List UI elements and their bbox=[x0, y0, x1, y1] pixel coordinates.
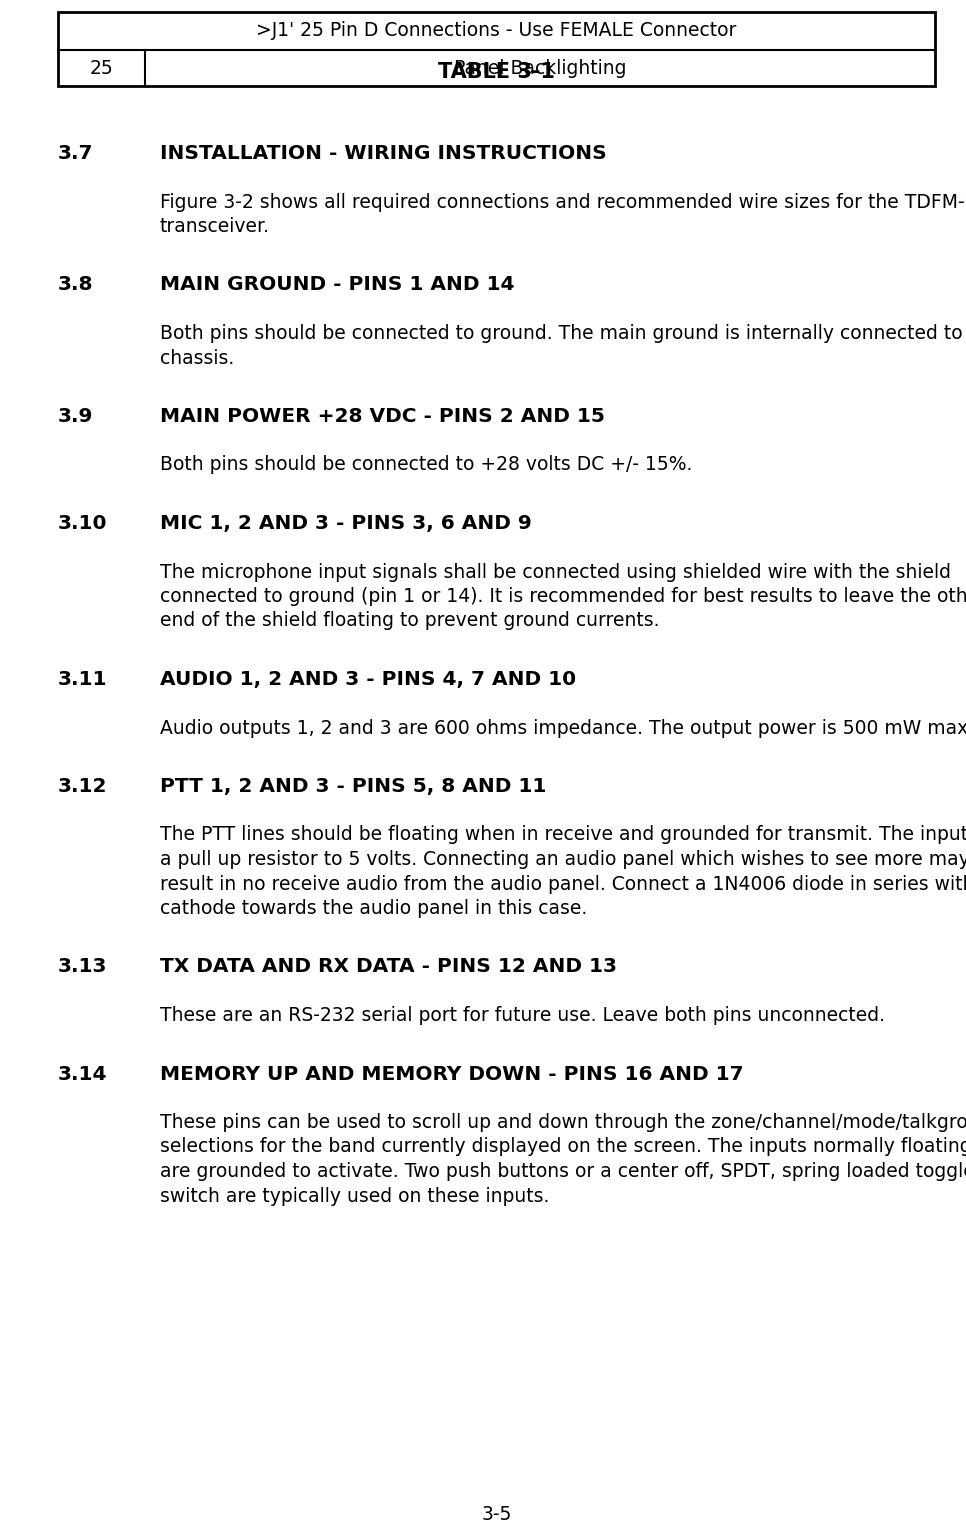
Text: MEMORY UP AND MEMORY DOWN - PINS 16 AND 17: MEMORY UP AND MEMORY DOWN - PINS 16 AND … bbox=[160, 1064, 744, 1084]
Text: 3.8: 3.8 bbox=[58, 276, 94, 294]
Text: PTT 1, 2 AND 3 - PINS 5, 8 AND 11: PTT 1, 2 AND 3 - PINS 5, 8 AND 11 bbox=[160, 777, 547, 796]
Text: The microphone input signals shall be connected using shielded wire with the shi: The microphone input signals shall be co… bbox=[160, 563, 951, 581]
Text: MAIN GROUND - PINS 1 AND 14: MAIN GROUND - PINS 1 AND 14 bbox=[160, 276, 515, 294]
Text: Figure 3-2 shows all required connections and recommended wire sizes for the TDF: Figure 3-2 shows all required connection… bbox=[160, 193, 966, 212]
Text: 3.12: 3.12 bbox=[58, 777, 107, 796]
Text: transceiver.: transceiver. bbox=[160, 218, 270, 236]
Text: The PTT lines should be floating when in receive and grounded for transmit. The : The PTT lines should be floating when in… bbox=[160, 825, 966, 845]
Text: AUDIO 1, 2 AND 3 - PINS 4, 7 AND 10: AUDIO 1, 2 AND 3 - PINS 4, 7 AND 10 bbox=[160, 670, 576, 688]
Text: MAIN POWER +28 VDC - PINS 2 AND 15: MAIN POWER +28 VDC - PINS 2 AND 15 bbox=[160, 406, 605, 426]
Text: TABLE 3-1: TABLE 3-1 bbox=[438, 61, 555, 81]
Text: switch are typically used on these inputs.: switch are typically used on these input… bbox=[160, 1187, 550, 1205]
Text: chassis.: chassis. bbox=[160, 348, 234, 368]
Text: 3.10: 3.10 bbox=[58, 514, 107, 533]
Text: 25: 25 bbox=[90, 58, 113, 78]
Text: Panel Backlighting: Panel Backlighting bbox=[454, 58, 626, 78]
Text: 3.11: 3.11 bbox=[58, 670, 107, 688]
Text: cathode towards the audio panel in this case.: cathode towards the audio panel in this … bbox=[160, 898, 587, 918]
Text: Audio outputs 1, 2 and 3 are 600 ohms impedance. The output power is 500 mW maxi: Audio outputs 1, 2 and 3 are 600 ohms im… bbox=[160, 719, 966, 737]
Text: 3.7: 3.7 bbox=[58, 144, 94, 162]
Text: a pull up resistor to 5 volts. Connecting an audio panel which wishes to see mor: a pull up resistor to 5 volts. Connectin… bbox=[160, 849, 966, 869]
Text: connected to ground (pin 1 or 14). It is recommended for best results to leave t: connected to ground (pin 1 or 14). It is… bbox=[160, 587, 966, 606]
Bar bbox=[58, 12, 935, 86]
Text: 3.14: 3.14 bbox=[58, 1064, 107, 1084]
Text: are grounded to activate. Two push buttons or a center off, SPDT, spring loaded : are grounded to activate. Two push butto… bbox=[160, 1162, 966, 1180]
Text: INSTALLATION - WIRING INSTRUCTIONS: INSTALLATION - WIRING INSTRUCTIONS bbox=[160, 144, 607, 162]
Text: Both pins should be connected to ground. The main ground is internally connected: Both pins should be connected to ground.… bbox=[160, 323, 966, 343]
Text: 3.13: 3.13 bbox=[58, 958, 107, 977]
Text: 3-5: 3-5 bbox=[481, 1505, 512, 1524]
Text: TX DATA AND RX DATA - PINS 12 AND 13: TX DATA AND RX DATA - PINS 12 AND 13 bbox=[160, 958, 617, 977]
Text: selections for the band currently displayed on the screen. The inputs normally f: selections for the band currently displa… bbox=[160, 1137, 966, 1156]
Text: MIC 1, 2 AND 3 - PINS 3, 6 AND 9: MIC 1, 2 AND 3 - PINS 3, 6 AND 9 bbox=[160, 514, 531, 533]
Text: 3.9: 3.9 bbox=[58, 406, 94, 426]
Text: Both pins should be connected to +28 volts DC +/- 15%.: Both pins should be connected to +28 vol… bbox=[160, 455, 693, 475]
Text: These are an RS-232 serial port for future use. Leave both pins unconnected.: These are an RS-232 serial port for futu… bbox=[160, 1006, 885, 1026]
Text: These pins can be used to scroll up and down through the zone/channel/mode/talkg: These pins can be used to scroll up and … bbox=[160, 1113, 966, 1131]
Text: result in no receive audio from the audio panel. Connect a 1N4006 diode in serie: result in no receive audio from the audi… bbox=[160, 874, 966, 894]
Text: end of the shield floating to prevent ground currents.: end of the shield floating to prevent gr… bbox=[160, 612, 660, 630]
Text: >J1' 25 Pin D Connections - Use FEMALE Connector: >J1' 25 Pin D Connections - Use FEMALE C… bbox=[256, 21, 737, 40]
